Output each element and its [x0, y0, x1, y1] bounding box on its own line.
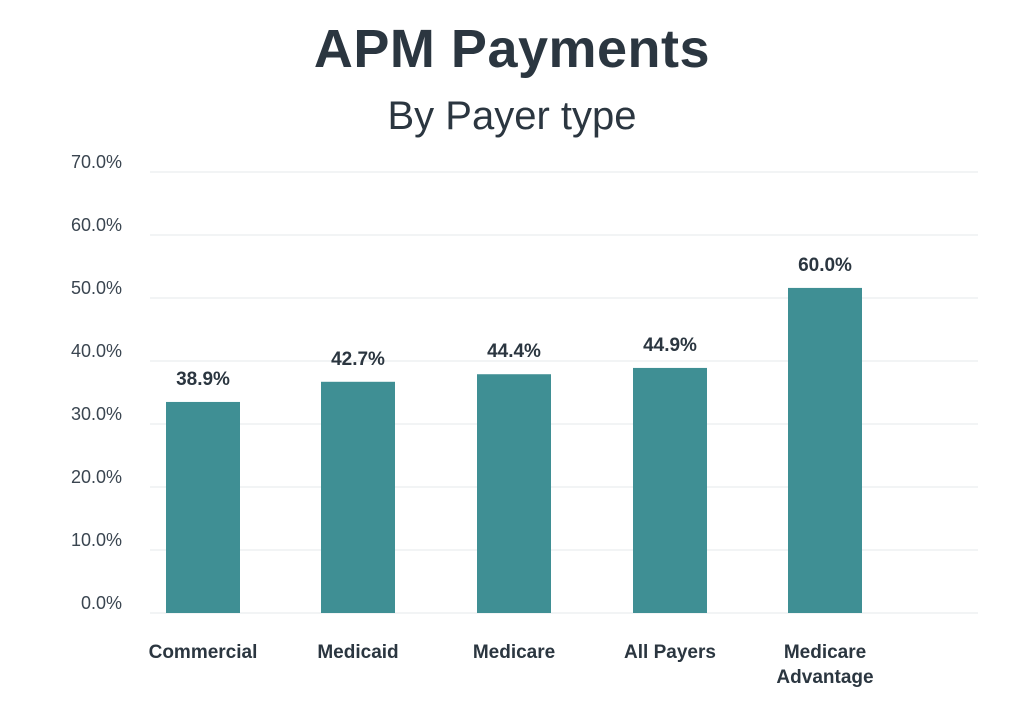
x-category-label: Medicare	[784, 642, 866, 663]
x-category-label: Medicaid	[317, 642, 398, 663]
bar	[477, 374, 551, 613]
y-tick-label: 30.0%	[71, 404, 122, 424]
bar	[633, 367, 707, 613]
x-category-label: Advantage	[776, 667, 873, 688]
bar	[321, 381, 395, 613]
chart-title: APM Payments	[313, 19, 711, 79]
data-label: 60.0%	[798, 255, 852, 276]
data-label: 44.4%	[487, 341, 541, 362]
x-category-label: Commercial	[149, 642, 258, 663]
bar	[166, 401, 240, 613]
y-tick-label: 50.0%	[71, 278, 122, 298]
chart-subtitle: By Payer type	[387, 94, 637, 138]
y-tick-label: 20.0%	[71, 467, 122, 487]
data-label: 44.9%	[643, 335, 697, 356]
y-tick-label: 70.0%	[71, 152, 122, 172]
bar	[788, 287, 862, 613]
x-category-label: All Payers	[624, 642, 716, 663]
y-tick-label: 0.0%	[81, 593, 122, 613]
x-category-label: Medicare	[473, 642, 555, 663]
y-tick-label: 40.0%	[71, 341, 122, 361]
data-label: 38.9%	[176, 369, 230, 390]
data-label: 42.7%	[331, 349, 385, 370]
y-tick-label: 60.0%	[71, 215, 122, 235]
y-tick-label: 10.0%	[71, 530, 122, 550]
